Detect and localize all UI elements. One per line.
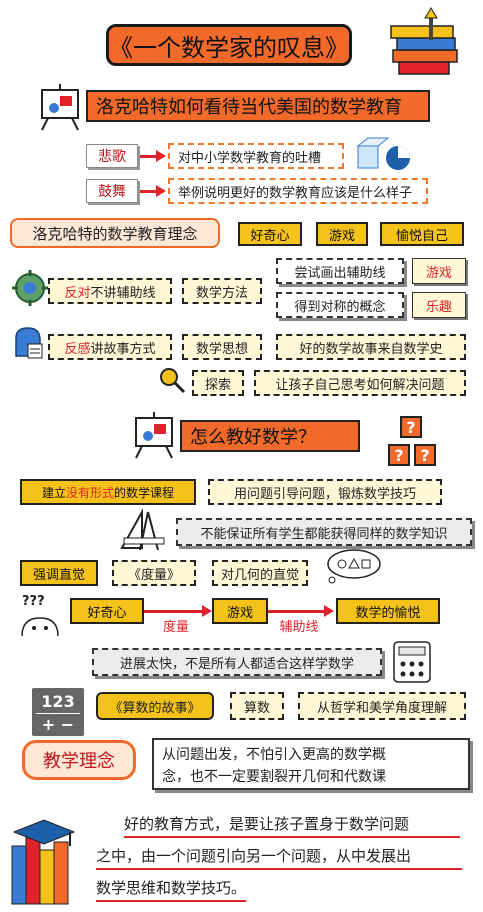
- dislike-rest: 讲故事方式: [90, 341, 156, 357]
- tag-self-joy: 愉悦自己: [380, 222, 464, 246]
- arithmetic-box: 算数: [230, 692, 284, 720]
- explore-desc-box: 让孩子自己思考如何解决问题: [254, 370, 466, 396]
- teaching-label: 教学理念: [22, 740, 136, 780]
- question-icon: ?: [414, 444, 436, 466]
- inspire-desc: 举例说明更好的数学教育应该是什么样子: [168, 178, 428, 204]
- books-icon: [390, 7, 458, 75]
- dislike-emph: 反感: [64, 341, 91, 357]
- course-pre: 建立: [41, 485, 66, 500]
- flow-curiosity: 好奇心: [70, 598, 144, 624]
- number-ops-icon: 123 + −: [32, 688, 84, 736]
- flow-game: 游戏: [212, 598, 268, 624]
- section1-banner: 洛克哈特如何看待当代美国的数学教育: [86, 90, 430, 122]
- flow-label-aux-line: 辅助线: [279, 619, 319, 635]
- course-post: 的数学课程: [114, 485, 175, 500]
- ruler-compass-icon: [120, 508, 165, 551]
- dislike-box: 反感 讲故事方式: [48, 334, 172, 360]
- arrow-line: [140, 155, 156, 158]
- tag-inspire: 鼓舞: [86, 179, 138, 203]
- head-book-icon: [15, 327, 43, 359]
- gear-brain-icon: [12, 270, 48, 306]
- lament-desc: 对中小学数学教育的吐槽: [168, 143, 344, 169]
- try-aux-line: 尝试画出辅助线: [276, 258, 404, 284]
- number-ops-digits: 123: [41, 691, 75, 711]
- thought-bubble-icon: [327, 549, 381, 584]
- math-history-box: 好的数学故事来自数学史: [276, 334, 466, 360]
- try-tag-game: 游戏: [412, 258, 466, 284]
- teaching-line-1: 从问题出发，不怕引入更高的数学概: [162, 747, 386, 763]
- question-icon: ?: [400, 416, 422, 438]
- oppose-rest: 不讲辅助线: [90, 285, 156, 301]
- number-ops-divider: [36, 713, 80, 714]
- arrow-line: [140, 190, 156, 193]
- number-ops-signs: + −: [41, 714, 75, 734]
- course-box: 建立 没有形式 的数学课程: [20, 479, 196, 505]
- measure-book-box: 《度量》: [112, 560, 196, 586]
- arrow-head: [156, 150, 166, 162]
- math-method-box: 数学方法: [182, 278, 262, 304]
- conclusion-line-1: 好的教育方式，是要让孩子置身于数学问题: [124, 812, 460, 838]
- question-icon: ?: [388, 444, 410, 466]
- arrow-line: [144, 610, 202, 613]
- arrow-head: [156, 185, 166, 197]
- magnifier-icon: [160, 368, 186, 394]
- page-title: 《一个数学家的叹息》: [106, 24, 352, 66]
- explore-box: 探索: [192, 370, 244, 396]
- teaching-desc-box: 从问题出发，不怕引入更高的数学概 念，也不一定要割裂开几何和代数课: [152, 738, 470, 790]
- no-guarantee-box: 不能保证所有学生都能获得同样的数学知识: [176, 518, 472, 546]
- oppose-emph: 反对: [64, 285, 91, 301]
- philosophy-label: 洛克哈特的数学教育理念: [10, 218, 220, 248]
- conclusion-line-2: 之中，由一个问题引向另一个问题，从中发展出: [96, 844, 462, 870]
- easel-icon: [135, 412, 173, 459]
- sym-tag-fun: 乐趣: [412, 292, 466, 318]
- calculator-icon: [393, 641, 431, 683]
- tag-game: 游戏: [316, 222, 368, 246]
- intuition-box: 强调直觉: [20, 560, 98, 586]
- flow-math-joy: 数学的愉悦: [336, 598, 440, 624]
- thinking-face-icon: [21, 617, 59, 637]
- tag-lament: 悲歌: [86, 144, 138, 168]
- course-guide-box: 用问题引导问题，锻炼数学技巧: [208, 479, 442, 505]
- easel-icon: [41, 84, 79, 131]
- progress-note: 进展太快，不是所有人都适合这样学数学: [92, 648, 382, 676]
- arrow-head: [324, 605, 334, 617]
- conclusion-line-3: 数学思维和数学技巧。: [96, 876, 246, 902]
- arithmetic-book-box: 《算数的故事》: [96, 692, 214, 720]
- books-stack-icon: [11, 819, 76, 905]
- math-thought-box: 数学思想: [182, 334, 262, 360]
- teaching-line-2: 念，也不一定要割裂开几何和代数课: [162, 769, 386, 785]
- flow-label-measure: 度量: [162, 619, 189, 635]
- section2-banner: 怎么教好数学？: [180, 420, 360, 452]
- geometry-icon: [356, 137, 410, 170]
- oppose-box: 反对 不讲辅助线: [48, 278, 172, 304]
- geometry-intuition-box: 对几何的直觉: [212, 560, 308, 586]
- question-marks: ???: [22, 594, 45, 609]
- arrow-head: [202, 605, 212, 617]
- aesthetics-box: 从哲学和美学角度理解: [298, 692, 466, 720]
- arrow-line: [268, 610, 324, 613]
- tag-curiosity: 好奇心: [238, 222, 302, 246]
- course-emph: 没有形式: [65, 485, 114, 500]
- symmetry-concept: 得到对称的概念: [276, 292, 404, 318]
